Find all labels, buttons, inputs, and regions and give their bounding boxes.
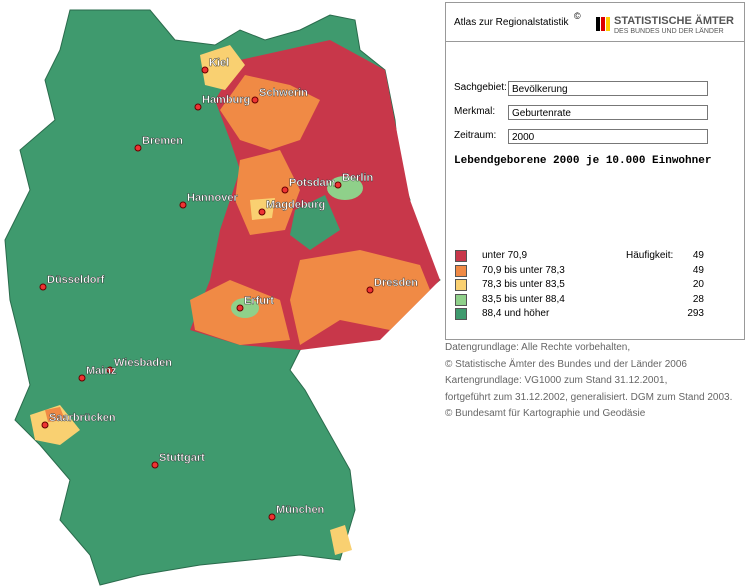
city-dot xyxy=(281,186,289,194)
city-dot xyxy=(39,283,47,291)
legend-label: 83,5 bis unter 88,4 xyxy=(482,293,565,305)
panel-header: Atlas zur Regionalstatistik © STATISTISC… xyxy=(446,3,744,42)
orange-area xyxy=(235,150,300,235)
legend-swatch xyxy=(455,264,467,277)
city-label: Düsseldorf xyxy=(47,274,105,286)
field-label: Zeitraum: xyxy=(454,130,497,141)
city-dot xyxy=(236,304,244,312)
footer-line: © Bundesamt für Kartographie und Geodäsi… xyxy=(445,408,646,419)
city-label: Hannover xyxy=(187,192,238,204)
city-label: Erfurt xyxy=(244,295,274,307)
field-value: Bevölkerung xyxy=(508,81,708,96)
city-dot xyxy=(334,181,342,189)
legend-label: 88,4 und höher xyxy=(482,308,550,319)
city-dot xyxy=(134,144,142,152)
logo-bar xyxy=(601,17,605,31)
legend-count: 293 xyxy=(687,308,704,319)
info-panel: Atlas zur Regionalstatistik © STATISTISC… xyxy=(445,2,745,340)
city-dot xyxy=(41,421,49,429)
city-dot xyxy=(251,96,259,104)
count-header: Häufigkeit: xyxy=(626,250,674,261)
footer-line: © Statistische Ämter des Bundes und der … xyxy=(445,358,687,370)
city-label: Hamburg xyxy=(202,94,250,106)
legend-swatch xyxy=(455,293,467,306)
city-dot xyxy=(201,66,209,74)
city-label: Bremen xyxy=(142,135,183,147)
legend-count: 49 xyxy=(692,250,704,261)
cities: Kiel Hamburg Schwerin Bremen Hannover Potsdam… xyxy=(39,57,418,521)
city-dot xyxy=(258,208,266,216)
footer-line: fortgeführt zum 31.12.2002, generalisier… xyxy=(445,391,733,403)
yellow-area xyxy=(200,45,245,90)
green-area xyxy=(231,298,259,318)
city-label: Mainz xyxy=(86,365,117,377)
yellow-area xyxy=(30,405,80,445)
legend-label: unter 70,9 xyxy=(482,250,528,261)
city-dot xyxy=(106,366,114,374)
city-label: Potsdam xyxy=(289,177,336,189)
logo-bar xyxy=(596,17,600,31)
city-label: Kiel xyxy=(209,57,229,69)
field-value: Geburtenrate xyxy=(508,105,708,120)
logo-bar xyxy=(606,17,610,31)
city-label: Schwerin xyxy=(259,87,308,99)
legend-count: 28 xyxy=(692,293,704,305)
city-label: Dresden xyxy=(374,277,418,289)
city-dot xyxy=(179,201,187,209)
legend-label: 70,9 bis unter 78,3 xyxy=(482,264,565,276)
legend-label: 78,3 bis unter 83,5 xyxy=(482,279,565,290)
yellow-area xyxy=(330,525,352,555)
legend-swatch xyxy=(455,250,467,262)
legend-swatch xyxy=(455,308,467,320)
city-dot xyxy=(78,374,86,382)
city-label: Berlin xyxy=(342,172,373,184)
city-dot xyxy=(366,286,374,294)
orange-area xyxy=(45,407,65,422)
green-area xyxy=(290,195,340,250)
map: Kiel Hamburg Schwerin Bremen Hannover Potsdam… xyxy=(4,9,441,586)
green-area xyxy=(327,176,363,200)
city-dot xyxy=(268,513,276,521)
city-label: Wiesbaden xyxy=(114,357,172,369)
city-label: München xyxy=(276,504,325,516)
title: Atlas zur Regionalstatistik xyxy=(454,17,569,28)
footer-line: Datengrundlage: Alle Rechte vorbehalten, xyxy=(445,342,631,353)
logo-text: STATISTISCHE ÄMTER xyxy=(614,15,734,27)
city-label: Magdeburg xyxy=(266,199,325,211)
logo-subtext: DES BUNDES UND DER LÄNDER xyxy=(614,28,724,35)
copyright: © xyxy=(574,11,581,21)
heading: Lebendgeborene 2000 je 10.000 Einwohner xyxy=(454,155,712,167)
field-label: Merkmal: xyxy=(454,106,496,117)
legend-count: 20 xyxy=(692,279,704,290)
legend-count: 49 xyxy=(692,264,704,276)
city-label: Stuttgart xyxy=(159,452,205,464)
field-value: 2000 xyxy=(508,129,708,144)
city-label: Saarbrücken xyxy=(49,412,116,424)
legend-swatch xyxy=(455,279,467,291)
city-dot xyxy=(151,461,159,469)
orange-area xyxy=(220,75,320,150)
city-dot xyxy=(194,103,202,111)
field-label: Sachgebiet: xyxy=(454,82,507,93)
orange-area xyxy=(290,250,430,345)
footer-line: Kartengrundlage: VG1000 zum Stand 31.12.… xyxy=(445,375,668,386)
